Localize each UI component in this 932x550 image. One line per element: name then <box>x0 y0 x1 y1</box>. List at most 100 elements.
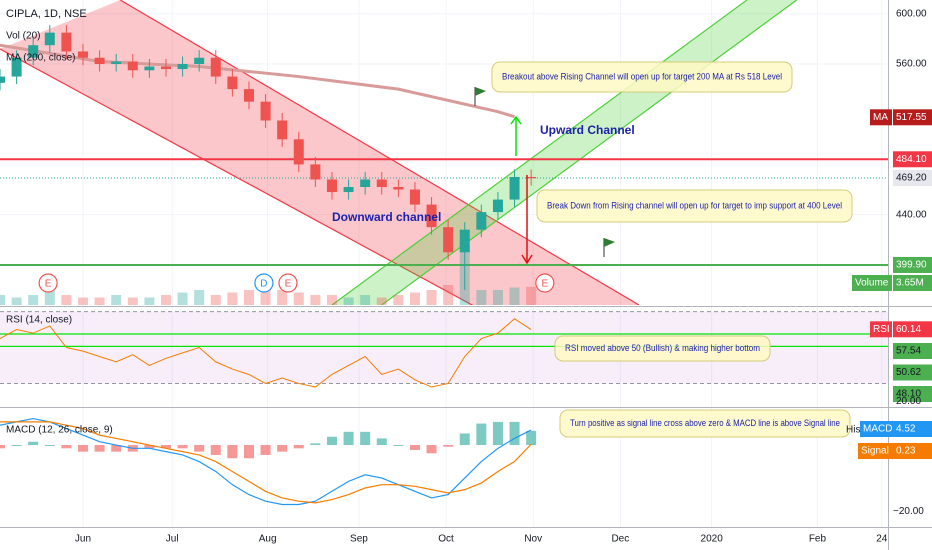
macd-histogram <box>459 433 470 446</box>
candle-body <box>443 227 454 253</box>
axis-label: 517.55 MA <box>870 109 932 126</box>
volume-bar <box>0 295 5 305</box>
channel-edge <box>331 0 748 305</box>
axis-label-name: Volume <box>855 278 889 289</box>
ma-title: MA (200, close) <box>6 53 75 64</box>
channel-edge <box>381 0 798 305</box>
axis-label-value: 50.62 <box>896 367 921 378</box>
x-tick-label: Oct <box>438 534 454 545</box>
y-tick-label: 560.00 <box>896 59 927 70</box>
y-tick-label: 440.00 <box>896 209 927 220</box>
axis-label-box <box>893 343 932 359</box>
volume-bar <box>28 295 39 305</box>
macd-histogram <box>243 445 254 459</box>
axis-label-value: 484.10 <box>896 154 927 165</box>
candle-body <box>476 212 487 230</box>
axis-label-value: 469.20 <box>896 173 927 184</box>
axis-label: 48.10 <box>893 386 932 402</box>
macd-histogram <box>194 445 205 452</box>
histogram-name: His <box>846 425 860 436</box>
volume-bar <box>360 295 371 305</box>
x-tick-label: Sep <box>350 534 368 545</box>
x-tick-label: Feb <box>809 534 827 545</box>
flag <box>474 87 486 106</box>
candle-body <box>177 64 188 70</box>
macd-histogram <box>443 445 454 447</box>
volume-bar <box>243 290 254 305</box>
macd-histogram <box>326 436 337 446</box>
volume-bar <box>326 295 337 305</box>
axis-label: 399.90 <box>893 256 932 273</box>
axis-label: 4.52 MACD <box>860 421 932 437</box>
volume-bar <box>127 297 138 305</box>
callout-text: Turn positive as signal line cross above… <box>570 418 840 428</box>
macd-histogram <box>260 445 271 455</box>
y-tick-label: 600.00 <box>896 8 927 19</box>
callout-text: Breakout above Rising Channel will open … <box>502 71 782 81</box>
candle-body <box>160 66 171 70</box>
macd-histogram <box>476 423 487 446</box>
macd-histogram <box>210 445 221 455</box>
macd-histogram <box>343 431 354 446</box>
macd-histogram <box>376 438 387 446</box>
axis-label-value: 3.65M <box>896 278 924 289</box>
axis-label-name: Signal <box>861 446 889 457</box>
candle-body <box>227 76 238 90</box>
macd-histogram <box>61 445 72 449</box>
x-tick-label: Jun <box>75 534 91 545</box>
macd-histogram <box>160 445 171 449</box>
axis-label-name-box <box>858 443 893 459</box>
candle-body <box>426 204 437 228</box>
volume-bar <box>227 292 238 305</box>
candle-body <box>326 179 337 193</box>
event-marker <box>38 273 58 293</box>
axis-label-value: 48.10 <box>896 389 921 400</box>
y-tick-label: −20.00 <box>893 506 924 517</box>
axis-label: 57.54 <box>893 343 932 359</box>
volume-bar <box>310 295 321 305</box>
axis-label-value: 399.90 <box>896 260 927 271</box>
candle-body <box>28 45 39 58</box>
event-label: D <box>260 279 267 290</box>
axis-label: 3.65M Volume <box>852 275 932 291</box>
macd-histogram <box>310 443 321 446</box>
arrow-up <box>510 115 522 156</box>
candle-body <box>393 187 404 190</box>
axis-label-box <box>893 364 932 381</box>
callout <box>559 409 851 438</box>
candle-body <box>492 199 503 213</box>
macd-line <box>0 417 532 506</box>
event-label: E <box>45 279 52 290</box>
macd-histogram <box>94 445 105 452</box>
macd-histogram <box>111 445 122 452</box>
macd-histogram <box>11 445 22 447</box>
volume-bar <box>526 286 537 305</box>
y-tick-label: 20.00 <box>896 396 921 407</box>
axis-label-box <box>893 321 932 338</box>
event-marker <box>535 273 555 293</box>
candle-body <box>343 187 354 193</box>
x-tick-label: 2020 <box>701 534 724 545</box>
macd-histogram <box>44 445 55 447</box>
axis-label-value: 517.55 <box>896 112 927 123</box>
volume-bar <box>343 297 354 305</box>
callout <box>554 335 771 362</box>
axis-label-name-box <box>870 109 892 126</box>
event-label: E <box>285 279 292 290</box>
macd-title: MACD (12, 26, close, 9) <box>6 425 113 436</box>
axis-label-box <box>893 256 932 273</box>
volume-bar <box>426 290 437 305</box>
axis-label-box <box>893 386 932 402</box>
macd-histogram <box>409 445 420 450</box>
volume-title: Vol (20) <box>6 31 40 42</box>
candle-body <box>277 120 288 140</box>
candle-body <box>376 179 387 188</box>
axis-label-name: RSI <box>873 324 890 335</box>
rsi-line <box>0 318 532 388</box>
volume-bar <box>94 297 105 305</box>
candle-body <box>360 179 371 188</box>
volume-bar <box>111 295 122 305</box>
volume-bar <box>476 290 487 305</box>
candle-body <box>210 57 221 77</box>
